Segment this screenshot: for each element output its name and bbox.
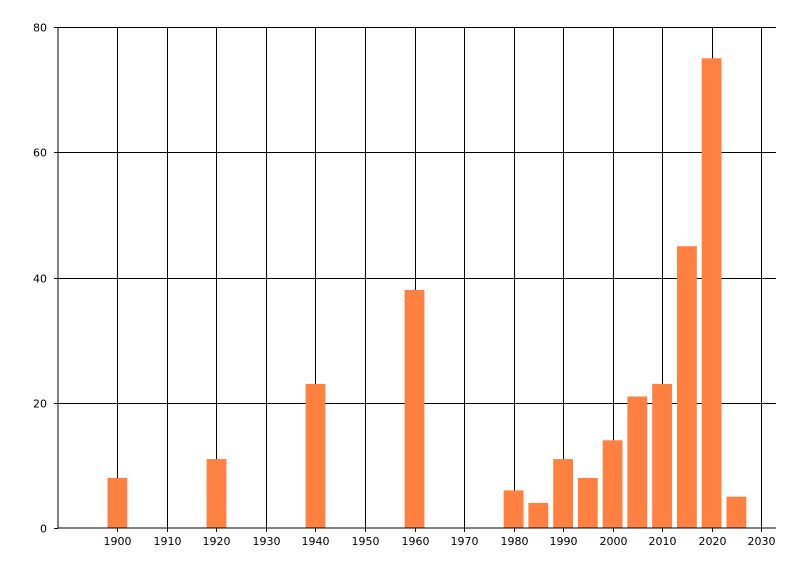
bar-2000 xyxy=(602,440,623,528)
bar-2005 xyxy=(627,396,648,528)
bar-1960 xyxy=(404,290,425,528)
bar-2020 xyxy=(701,58,722,529)
x-axis-ticks: 1900 1910 1920 1930 1940 1950 1960 1970 1980 1990… xyxy=(104,528,776,548)
bar-1995 xyxy=(577,477,598,528)
y-axis-ticks: 0 20 40 60 80 xyxy=(33,22,58,536)
bar-1940 xyxy=(305,384,326,528)
y-tick-label: 40 xyxy=(33,273,47,286)
x-tick-label: 1920 xyxy=(203,535,231,548)
x-tick-label: 1960 xyxy=(402,535,430,548)
axes xyxy=(57,27,776,529)
bar-2010 xyxy=(652,384,672,528)
x-tick-label: 1930 xyxy=(253,535,281,548)
y-tick-label: 60 xyxy=(33,147,47,160)
x-tick-label: 2030 xyxy=(748,535,776,548)
bar-1920 xyxy=(206,459,227,528)
x-tick-label: 1970 xyxy=(451,535,479,548)
bar-1980 xyxy=(503,490,524,528)
x-tick-label: 2010 xyxy=(649,535,677,548)
bar-2015 xyxy=(677,246,697,528)
x-tick-label: 1910 xyxy=(154,535,182,548)
bar-1990 xyxy=(553,459,573,528)
bar-1900 xyxy=(107,477,128,528)
bar-2025 xyxy=(726,496,747,528)
x-tick-label: 1990 xyxy=(550,535,578,548)
x-tick-label: 2020 xyxy=(699,535,727,548)
bar-1985 xyxy=(528,502,549,528)
x-tick-label: 1980 xyxy=(501,535,529,548)
y-tick-label: 20 xyxy=(33,398,47,411)
y-tick-label: 0 xyxy=(40,523,47,536)
y-tick-label: 80 xyxy=(33,22,47,35)
x-tick-label: 1940 xyxy=(302,535,330,548)
bars xyxy=(107,58,747,529)
x-tick-label: 1900 xyxy=(104,535,132,548)
x-tick-label: 1950 xyxy=(352,535,380,548)
x-tick-label: 2000 xyxy=(600,535,628,548)
